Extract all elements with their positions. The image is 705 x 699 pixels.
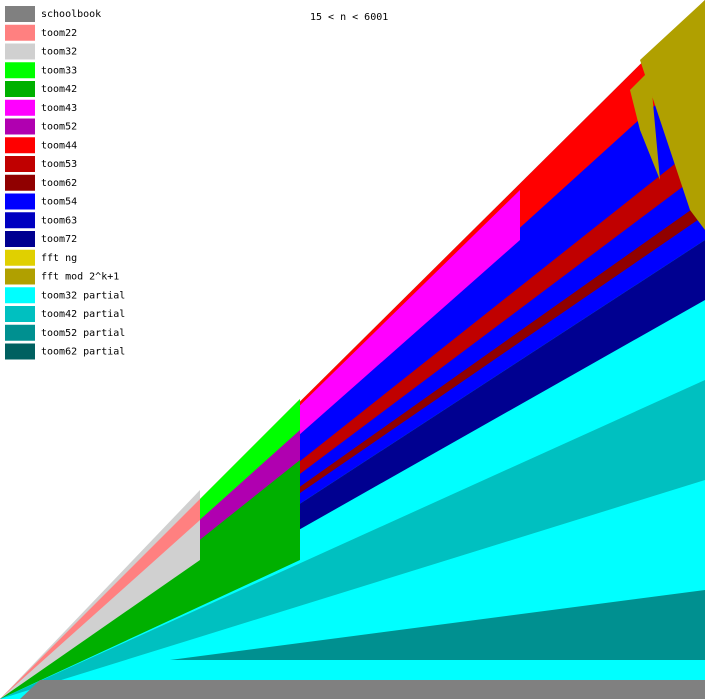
legend-swatch <box>5 269 35 285</box>
legend-swatch <box>5 250 35 266</box>
legend-swatch <box>5 81 35 97</box>
legend-swatch <box>5 25 35 41</box>
legend-swatch <box>5 194 35 210</box>
legend-label: schoolbook <box>41 9 101 20</box>
legend-swatch <box>5 62 35 78</box>
legend-label: fft ng <box>41 253 77 264</box>
legend-swatch <box>5 231 35 247</box>
legend-label: toom72 <box>41 234 77 245</box>
legend-label: toom42 <box>41 84 77 95</box>
legend-label: toom52 partial <box>41 328 125 339</box>
legend-label: toom63 <box>41 215 77 226</box>
legend-label: toom32 partial <box>41 290 125 301</box>
chart: schoolbook toom22 toom32 toom33 toom42 toom43… <box>0 0 705 699</box>
legend-label: toom54 <box>41 197 77 208</box>
legend-label: toom43 <box>41 103 77 114</box>
legend-label: toom44 <box>41 140 77 151</box>
legend-label: toom22 <box>41 28 77 39</box>
legend-swatch <box>5 344 35 360</box>
legend-swatch <box>5 212 35 228</box>
legend-label: toom42 partial <box>41 309 125 320</box>
legend-label: toom52 <box>41 122 77 133</box>
legend-label: toom33 <box>41 65 77 76</box>
legend-swatch <box>5 325 35 341</box>
legend: schoolbook toom22 toom32 toom33 toom42 toom43… <box>5 6 125 360</box>
legend-swatch <box>5 44 35 60</box>
legend-swatch <box>5 287 35 303</box>
legend-swatch <box>5 306 35 322</box>
region <box>20 680 705 699</box>
legend-label: fft mod 2^k+1 <box>41 272 119 283</box>
legend-swatch <box>5 6 35 22</box>
legend-label: toom62 <box>41 178 77 189</box>
legend-swatch <box>5 156 35 172</box>
legend-swatch <box>5 175 35 191</box>
legend-label: toom62 partial <box>41 347 125 358</box>
legend-label: toom53 <box>41 159 77 170</box>
chart-title: 15 < n < 6001 <box>310 12 388 23</box>
legend-swatch <box>5 119 35 135</box>
legend-label: toom32 <box>41 47 77 58</box>
legend-swatch <box>5 137 35 153</box>
legend-swatch <box>5 100 35 116</box>
